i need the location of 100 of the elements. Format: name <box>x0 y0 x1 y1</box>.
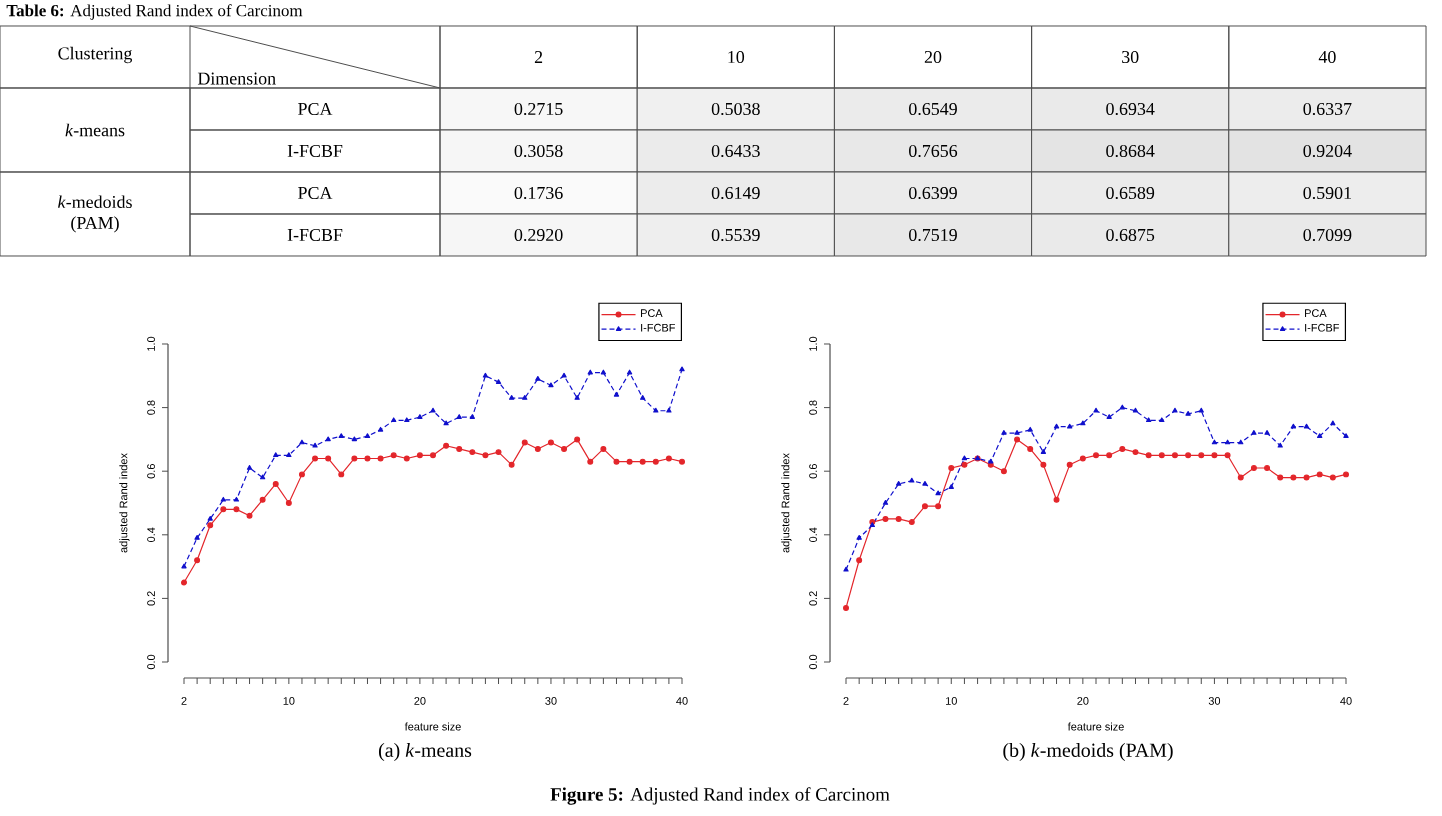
data-label: 0.5038 <box>711 102 760 116</box>
point <box>1079 455 1086 462</box>
point <box>377 455 384 462</box>
point <box>1053 496 1060 503</box>
point <box>1066 461 1073 468</box>
point <box>521 439 528 446</box>
point <box>1093 452 1099 459</box>
point <box>298 471 305 478</box>
point <box>1000 468 1007 475</box>
point <box>272 480 279 487</box>
point <box>1277 474 1284 481</box>
point <box>495 449 502 456</box>
point <box>416 452 423 459</box>
point <box>259 496 266 503</box>
point <box>233 506 240 513</box>
point <box>508 461 515 468</box>
text: (a) k-means <box>378 742 472 762</box>
x-tick-label: 2 <box>534 51 543 63</box>
point <box>1132 449 1139 456</box>
point <box>948 465 955 472</box>
point <box>482 452 489 459</box>
point <box>325 455 332 462</box>
point <box>220 506 227 513</box>
point <box>587 458 594 465</box>
point <box>1224 452 1231 459</box>
data-label: 0.2920 <box>514 228 563 242</box>
point <box>1290 474 1297 481</box>
point <box>1316 471 1323 478</box>
y-axis-title: Clustering <box>58 46 133 64</box>
data-label: 0.6337 <box>1303 102 1352 116</box>
point <box>351 455 358 462</box>
point <box>679 458 685 465</box>
point <box>534 445 541 452</box>
point <box>856 557 863 564</box>
point <box>613 458 620 465</box>
data-label: 0.7519 <box>909 228 957 242</box>
point <box>1158 452 1165 459</box>
y-tick-label: PCA <box>298 186 333 200</box>
data-label: 0.5901 <box>1303 186 1351 200</box>
point <box>1198 452 1205 459</box>
point <box>390 452 397 459</box>
point <box>895 515 902 522</box>
point <box>1106 452 1113 459</box>
data-label: 0.7656 <box>909 144 958 158</box>
point <box>921 503 928 510</box>
point <box>194 557 201 564</box>
point <box>1185 452 1192 459</box>
point <box>430 452 436 459</box>
point <box>1027 445 1034 452</box>
x-tick-label: 20 <box>924 50 942 64</box>
point <box>665 455 672 462</box>
point <box>338 471 345 478</box>
point <box>1145 452 1152 459</box>
data-label: 0.8684 <box>1106 144 1155 158</box>
point <box>364 455 371 462</box>
point <box>285 500 292 506</box>
data-label: 0.6875 <box>1106 228 1155 242</box>
point <box>181 579 187 586</box>
data-label: 0.2715 <box>514 102 563 116</box>
x-tick-label: 30 <box>1122 50 1139 64</box>
point <box>882 515 889 522</box>
point <box>561 445 568 452</box>
point <box>547 439 554 446</box>
point <box>1264 465 1271 472</box>
point <box>574 436 581 443</box>
data-label: 0.6149 <box>711 186 760 200</box>
point <box>1040 461 1047 468</box>
point <box>961 461 968 468</box>
data-label: 0.9204 <box>1303 144 1352 158</box>
text: (b) k-medoids (PAM) <box>1003 742 1173 762</box>
point <box>1237 474 1244 481</box>
data-label: 0.7099 <box>1303 228 1352 242</box>
y-tick-label: I-FCBF <box>287 228 343 242</box>
point <box>935 503 942 510</box>
point <box>1250 465 1257 472</box>
data-label: 0.6549 <box>909 102 957 116</box>
y-tick-label: PCA <box>298 102 333 116</box>
point <box>1171 452 1178 459</box>
point <box>456 445 463 452</box>
y2-tick-label: k-medoids (PAM) <box>58 195 132 233</box>
point <box>1014 436 1021 443</box>
data-label: 0.6399 <box>909 186 957 200</box>
point <box>469 449 476 456</box>
point <box>207 522 214 529</box>
data-label: 0.1736 <box>514 186 563 200</box>
point <box>1303 474 1310 481</box>
point <box>908 519 915 526</box>
data-label: 0.5539 <box>711 228 760 242</box>
y2-tick-label: k-means <box>65 123 125 137</box>
point <box>1343 471 1349 478</box>
point <box>1211 452 1218 459</box>
point <box>639 458 646 465</box>
point <box>403 455 410 462</box>
point <box>443 442 450 449</box>
data-label: 0.6934 <box>1106 102 1155 116</box>
data-label: 0.6433 <box>711 144 760 158</box>
x-tick-label: 10 <box>728 50 745 64</box>
point <box>1329 474 1336 481</box>
point <box>1119 445 1126 452</box>
point <box>626 458 633 465</box>
